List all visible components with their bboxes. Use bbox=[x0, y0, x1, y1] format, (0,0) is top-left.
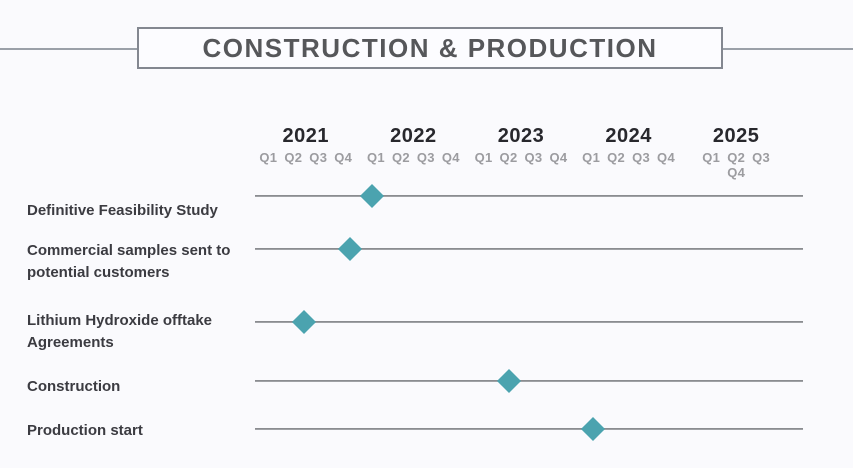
quarter-label: Q3 bbox=[632, 150, 651, 165]
quarter-label: Q3 bbox=[524, 150, 543, 165]
quarter-labels: Q1 Q2 Q3 Q4 bbox=[696, 150, 776, 180]
quarter-label: Q1 bbox=[702, 150, 721, 165]
quarter-labels: Q1 Q2 Q3 Q4 bbox=[467, 150, 575, 165]
quarter-label: Q4 bbox=[549, 150, 568, 165]
milestone-marker-diamond bbox=[291, 309, 316, 335]
quarter-labels: Q1 Q2 Q3 Q4 bbox=[360, 150, 468, 165]
quarter-label: Q2 bbox=[499, 150, 518, 165]
quarter-label: Q1 bbox=[474, 150, 493, 165]
quarter-label: Q2 bbox=[607, 150, 626, 165]
quarter-label: Q1 bbox=[366, 150, 385, 165]
year-label: 2024 bbox=[605, 125, 652, 147]
timeline-track bbox=[255, 309, 803, 335]
timeline-track bbox=[255, 416, 803, 442]
page-title: CONSTRUCTION & PRODUCTION bbox=[202, 32, 658, 63]
year-label: 2021 bbox=[282, 125, 330, 147]
title-rule-right bbox=[723, 48, 853, 50]
milestone-marker-diamond bbox=[581, 416, 606, 442]
quarter-label: Q4 bbox=[727, 165, 746, 180]
quarter-label: Q3 bbox=[309, 150, 328, 165]
timeline-track bbox=[255, 183, 803, 209]
year-label: 2022 bbox=[390, 125, 437, 147]
quarter-label: Q3 bbox=[416, 150, 435, 165]
quarter-label: Q3 bbox=[752, 150, 771, 165]
milestone-marker-diamond bbox=[360, 183, 385, 209]
quarter-label: Q4 bbox=[441, 150, 460, 165]
quarter-labels: Q1 Q2 Q3 Q4 bbox=[575, 150, 683, 165]
milestone-marker-diamond bbox=[337, 236, 362, 262]
milestone-label: Commercial samples sent to potential cus… bbox=[27, 242, 231, 281]
milestone-label: Production start bbox=[27, 422, 143, 439]
quarter-label: Q1 bbox=[259, 150, 278, 165]
quarter-label: Q4 bbox=[334, 150, 353, 165]
milestone-label: Construction bbox=[27, 378, 121, 395]
timeline-track bbox=[255, 236, 803, 262]
year-column: 2023 Q1 Q2 Q3 Q4 bbox=[467, 125, 575, 180]
quarter-label: Q2 bbox=[727, 150, 746, 165]
year-column: 2024 Q1 Q2 Q3 Q4 bbox=[575, 125, 683, 180]
quarter-label: Q2 bbox=[391, 150, 410, 165]
milestone-label: Definitive Feasibility Study bbox=[27, 202, 218, 219]
timeline-year-header: 2021 Q1 Q2 Q3 Q4 2022 Q1 Q2 Q3 Q4 2023 Q1 Q2 Q3 Q4 2024… bbox=[252, 125, 790, 180]
quarter-label: Q2 bbox=[284, 150, 303, 165]
quarter-label: Q1 bbox=[582, 150, 601, 165]
year-label: 2025 bbox=[712, 125, 760, 147]
timeline-track bbox=[255, 368, 803, 394]
milestone-label: Lithium Hydroxide offtake Agreements bbox=[27, 312, 213, 351]
year-label: 2023 bbox=[497, 125, 545, 147]
milestone-marker-diamond bbox=[497, 368, 522, 394]
year-column: 2022 Q1 Q2 Q3 Q4 bbox=[360, 125, 468, 180]
quarter-labels: Q1 Q2 Q3 Q4 bbox=[252, 150, 360, 165]
year-column: 2021 Q1 Q2 Q3 Q4 bbox=[252, 125, 360, 180]
title-box: CONSTRUCTION & PRODUCTION bbox=[137, 27, 723, 69]
quarter-label: Q4 bbox=[657, 150, 675, 165]
title-rule-left bbox=[0, 48, 137, 50]
year-column: 2025 Q1 Q2 Q3 Q4 bbox=[682, 125, 790, 180]
